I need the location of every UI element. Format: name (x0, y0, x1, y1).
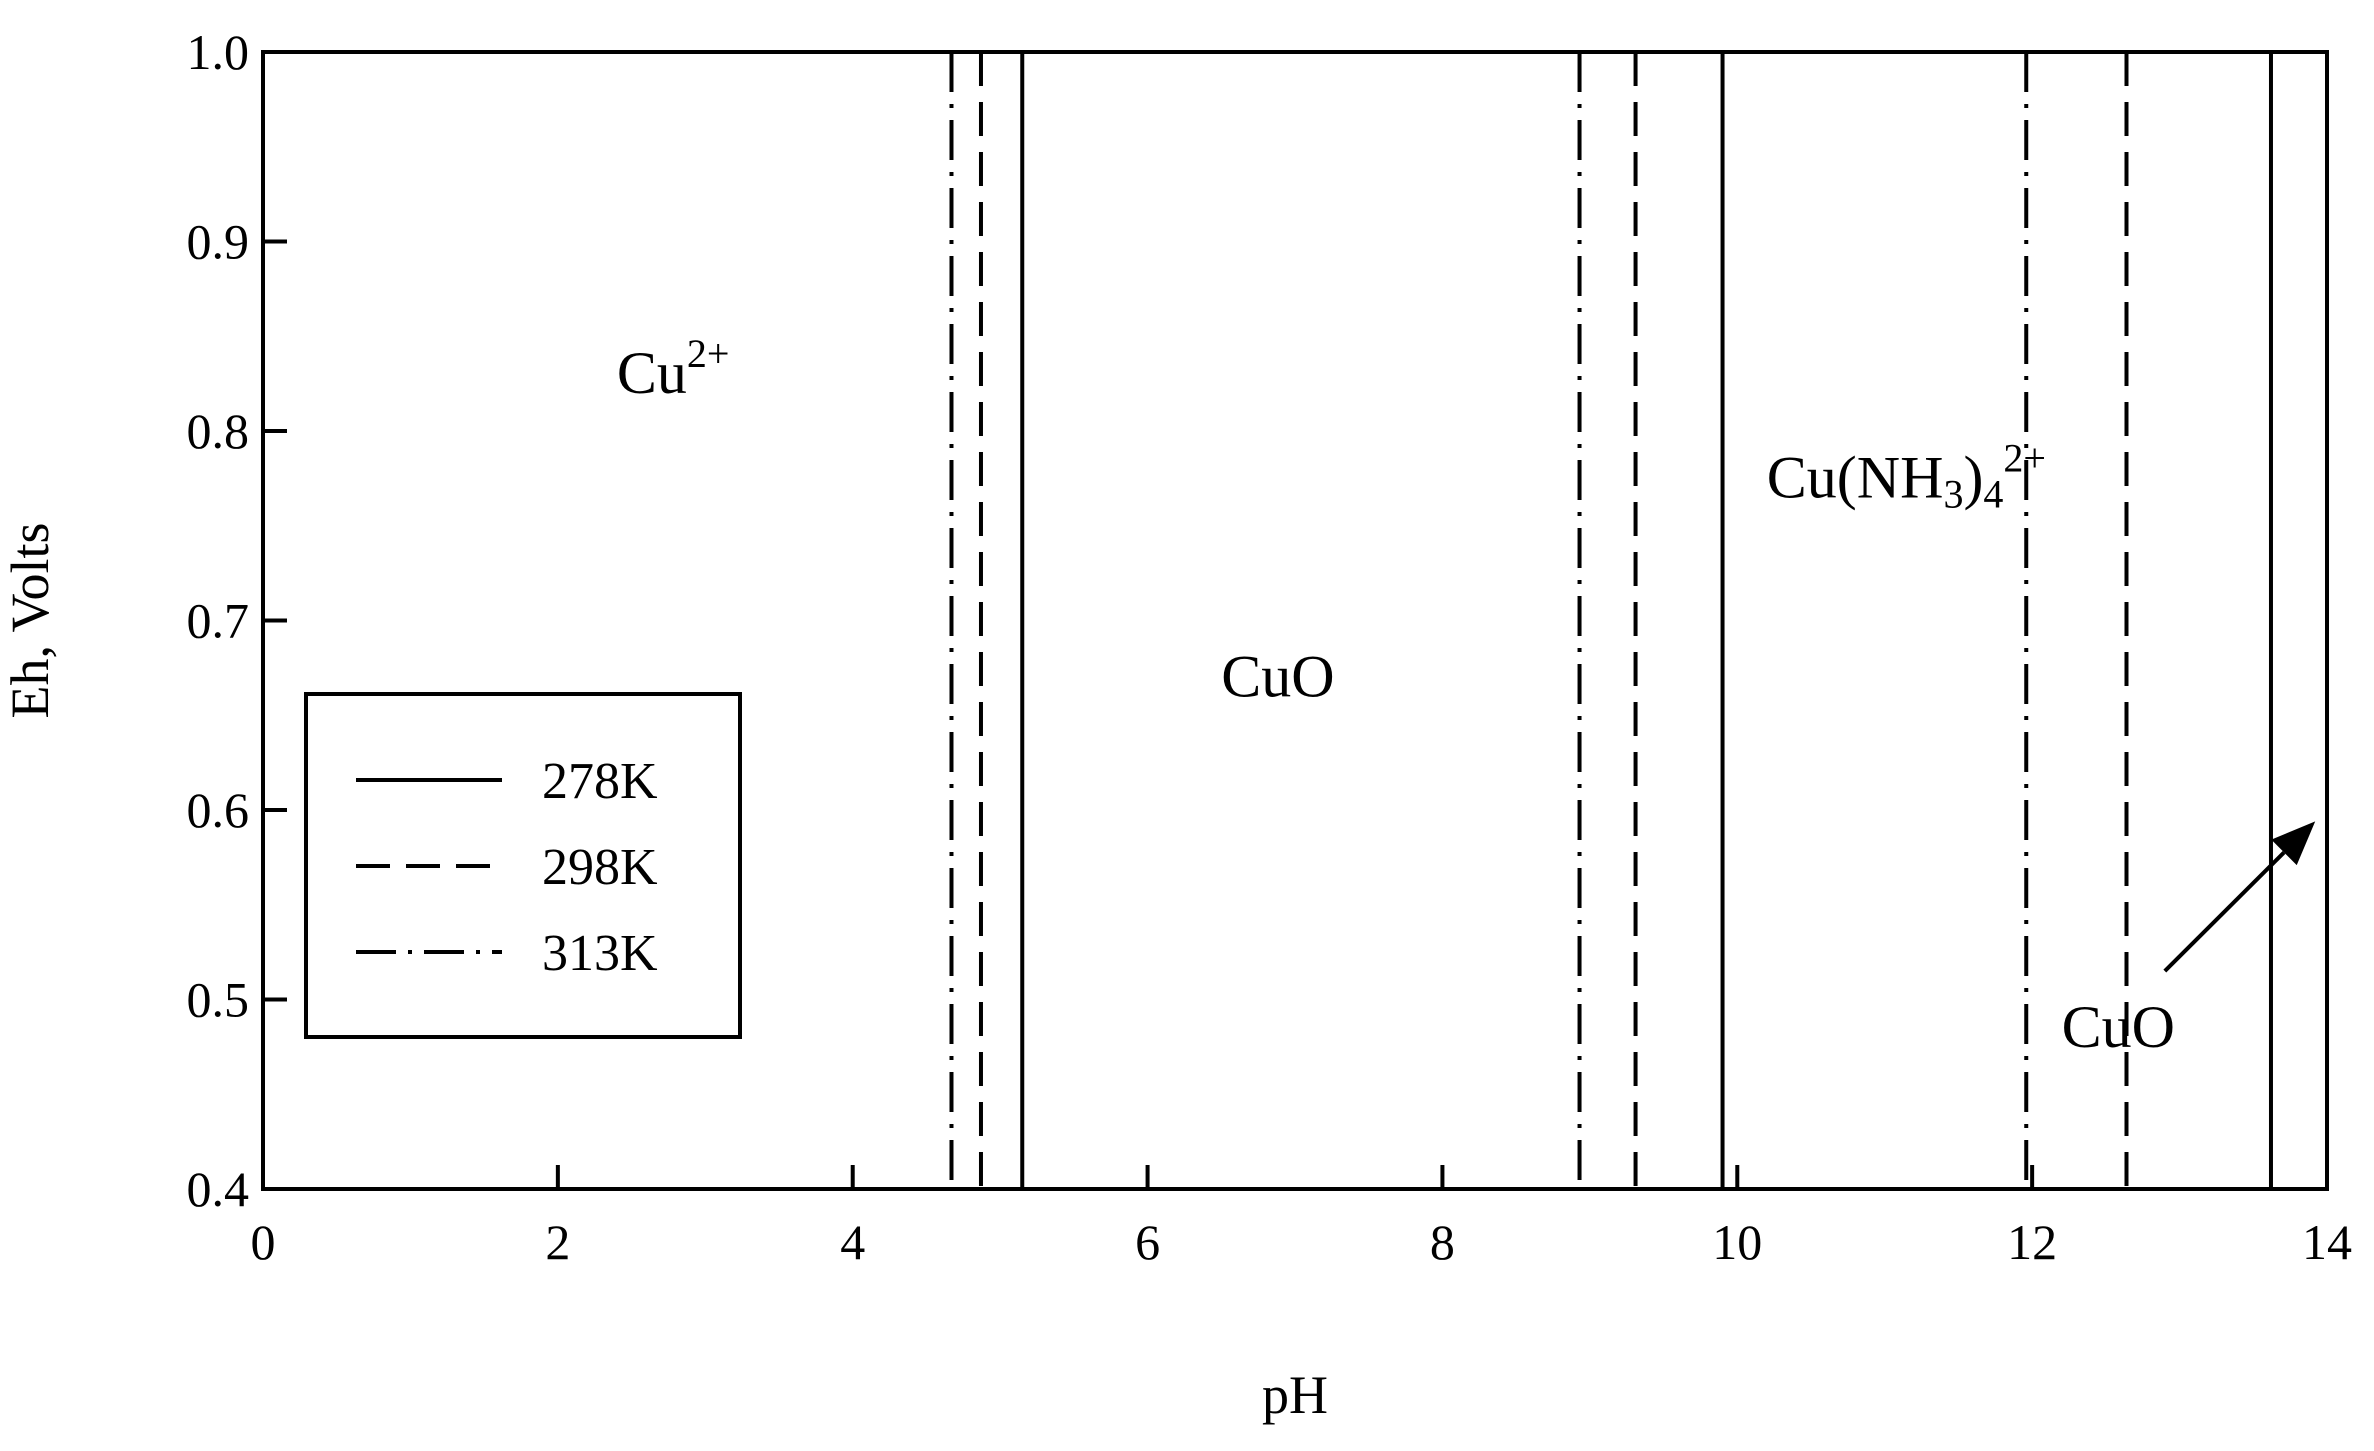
legend-label: 278K (542, 753, 658, 810)
x-axis-title: pH (1262, 1365, 1328, 1425)
y-tick-label: 0.4 (187, 1161, 250, 1217)
y-tick-label: 0.6 (187, 782, 250, 838)
y-tick-label: 0.5 (187, 972, 250, 1028)
x-tick-label: 4 (840, 1214, 865, 1270)
x-tick-label: 14 (2302, 1214, 2352, 1270)
x-tick-label: 8 (1430, 1214, 1455, 1270)
boundary-lines (949, 52, 2273, 1189)
x-tick-label: 6 (1135, 1214, 1160, 1270)
legend: 278K 298K 313K (304, 692, 742, 1039)
y-tick-label: 0.7 (187, 593, 250, 649)
region-label: Cu2+ (617, 331, 730, 406)
x-tick-label: 2 (545, 1214, 570, 1270)
region-label: Cu(NH3)42+ (1767, 435, 2046, 516)
y-tick-label: 1.0 (187, 24, 250, 80)
legend-label: 313K (542, 925, 658, 982)
y-axis-title: Eh, Volts (0, 522, 60, 718)
legend-label: 298K (542, 839, 658, 896)
region-label: CuO (1221, 643, 1334, 709)
x-tick-label: 0 (251, 1214, 276, 1270)
region-labels: Cu2+ CuO Cu(NH3)42+ CuO (617, 331, 2175, 1060)
x-tick-label: 10 (1712, 1214, 1762, 1270)
arrow (2163, 821, 2316, 973)
y-tick-label: 0.9 (187, 214, 250, 270)
axis-ticks (263, 239, 2035, 1189)
arrow-shaft (2163, 850, 2286, 973)
y-tick-label: 0.8 (187, 403, 250, 459)
arrow-head (2271, 821, 2316, 866)
tick-labels: 0 2 4 6 8 10 12 14 0.4 0.5 0.6 0.7 0.8 0.9 1.0 (187, 24, 2353, 1270)
region-label: CuO (2062, 994, 2175, 1060)
x-tick-label: 12 (2007, 1214, 2057, 1270)
